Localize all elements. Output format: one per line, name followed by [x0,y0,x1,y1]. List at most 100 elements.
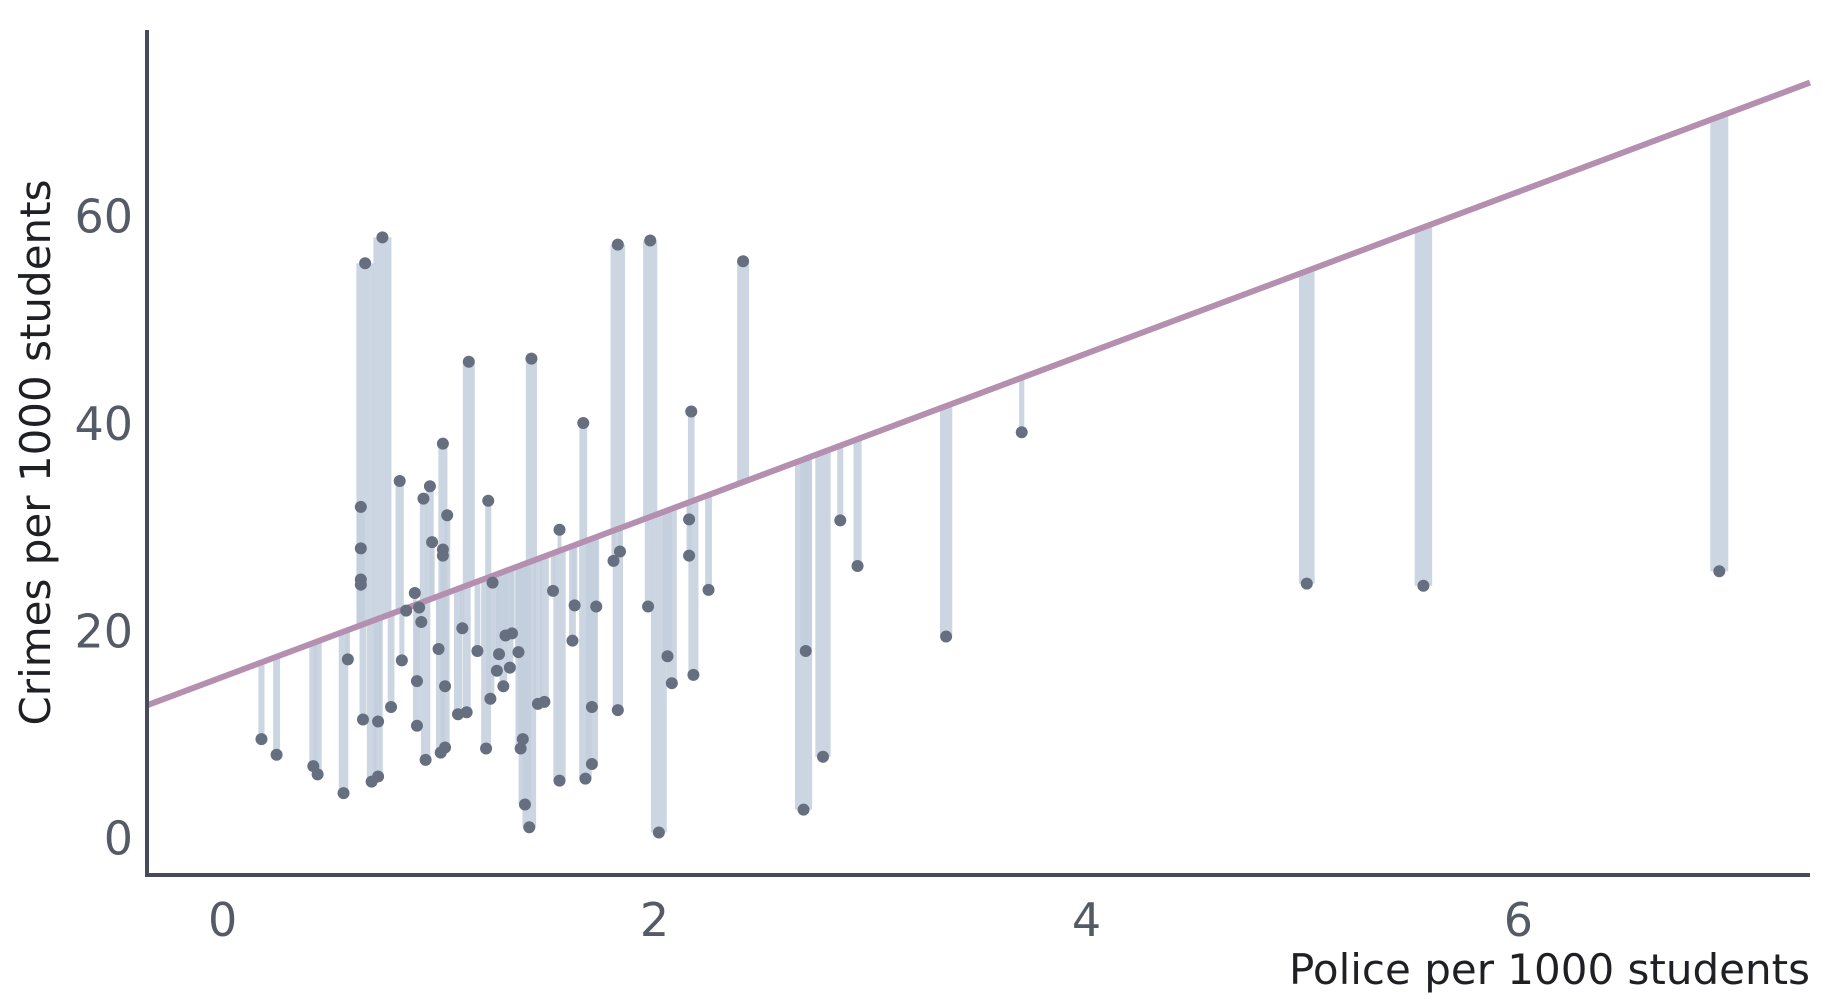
data-point [1015,426,1028,439]
data-point [834,514,847,527]
data-point [553,523,566,536]
data-point [439,680,452,693]
data-point [652,826,665,839]
data-point [462,355,475,368]
data-point [436,437,449,450]
data-points [255,231,1726,839]
data-point [1713,565,1726,578]
data-point [410,675,423,688]
data-point [547,584,560,597]
data-point [613,545,626,558]
data-point [471,645,484,658]
data-point [493,648,506,661]
data-point [270,748,283,761]
data-point [415,616,428,629]
data-point [419,753,432,766]
data-point [642,600,655,613]
axes [145,30,1810,877]
y-tick-label: 20 [74,604,133,658]
data-point [737,255,750,268]
data-point [579,772,592,785]
data-point [816,750,829,763]
data-point [503,661,516,674]
residual-segments [258,116,1729,833]
x-tick-label: 6 [1504,893,1533,947]
data-point [456,622,469,635]
data-point [590,600,603,613]
data-point [607,554,620,567]
data-point [516,733,529,746]
data-point [644,234,657,247]
data-point [497,680,510,693]
data-point [385,701,398,714]
data-point [685,405,698,418]
data-point [484,692,497,705]
data-point [341,653,354,666]
data-point [661,650,674,663]
data-point [423,480,436,493]
y-tick-label: 60 [74,190,133,244]
data-point [372,715,385,728]
data-point [665,677,678,690]
data-point [514,742,527,755]
data-point [585,758,598,771]
data-point [490,664,503,677]
data-point [940,630,953,643]
data-point [611,704,624,717]
data-point [538,695,551,708]
data-point [482,494,495,507]
data-point [851,560,864,573]
data-point [611,238,624,251]
data-point [376,231,389,244]
data-point [460,706,473,719]
fit-line-layer [145,79,1812,709]
data-point [683,549,696,562]
data-point [518,798,531,811]
data-point [505,627,518,640]
data-point [311,768,324,781]
data-point [426,536,439,549]
data-point [568,599,581,612]
y-tick-label: 40 [74,397,133,451]
data-point [577,416,590,429]
x-tick-label: 4 [1072,893,1101,947]
data-point [354,500,367,513]
y-tick-label: 0 [104,812,133,866]
data-point [408,586,421,599]
data-point [410,719,423,732]
data-point [512,646,525,659]
data-point [480,742,493,755]
data-point [523,821,536,834]
data-point [441,509,454,522]
data-point [395,654,408,667]
data-point [432,642,445,655]
data-point [413,601,426,614]
data-point [799,645,812,658]
data-point [553,774,566,787]
data-point [797,803,810,816]
data-point [359,257,372,270]
y-axis-title: Crimes per 1000 students [11,179,60,725]
data-point [354,578,367,591]
data-point [585,701,598,714]
data-point [356,713,369,726]
data-point [525,352,538,365]
x-axis-title: Police per 1000 students [1289,945,1810,994]
data-point [439,741,452,754]
trend-line [145,79,1812,709]
data-point [417,492,430,505]
data-point [486,576,499,589]
data-point [255,733,268,746]
data-point [393,475,406,488]
data-point [687,668,700,681]
data-point [1300,577,1313,590]
data-point [354,542,367,555]
data-point [683,513,696,526]
data-point [436,549,449,562]
data-point [566,634,579,647]
data-point [702,583,715,596]
x-tick-label: 2 [640,893,669,947]
data-point [372,770,385,783]
